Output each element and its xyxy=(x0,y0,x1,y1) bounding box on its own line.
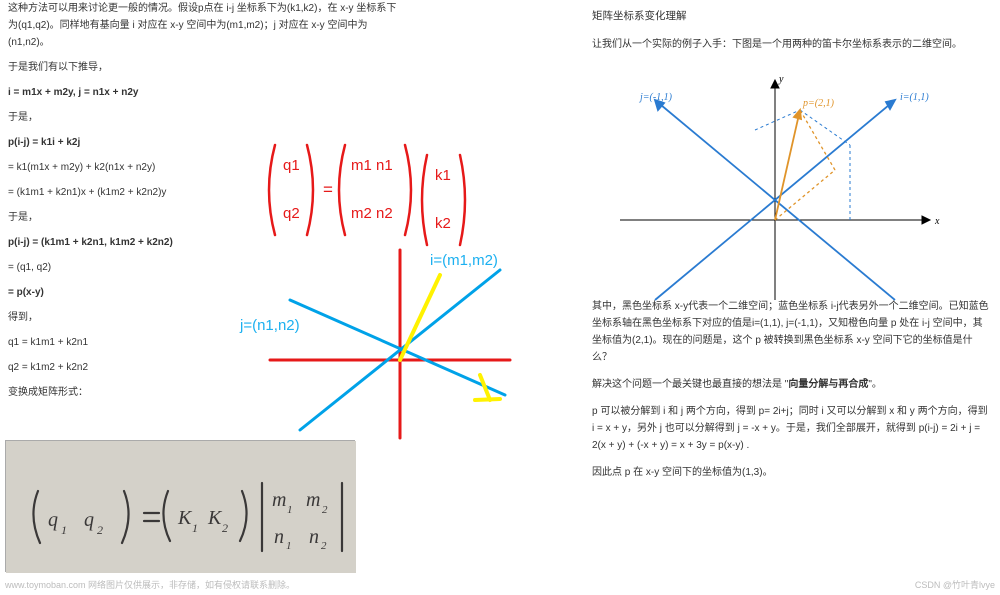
m-k1: k1 xyxy=(435,167,451,184)
svg-text:2: 2 xyxy=(97,523,103,537)
m-q1: q1 xyxy=(283,157,300,174)
svg-text:2: 2 xyxy=(321,540,327,552)
svg-text:2: 2 xyxy=(322,504,328,516)
eq: i = m1x + m2y, j = n1x + n2y xyxy=(8,84,398,101)
footer-note: www.toymoban.com 网络图片仅供展示，非存储，如有侵权请联系删除。 xyxy=(5,578,295,591)
para: 于是， xyxy=(8,109,398,126)
y-axis-label: y xyxy=(778,74,784,85)
para: 其中，黑色坐标系 x-y代表一个二维空间；蓝色坐标系 i-j代表另外一个二维空间… xyxy=(592,298,992,366)
handwritten-photo: q1 q2 K1 K2 m1 m2 n1 n2 xyxy=(5,440,355,572)
i-label: i=(m1,m2) xyxy=(430,252,498,269)
para: p 可以被分解到 i 和 j 两个方向，得到 p= 2i+j；同时 i 又可以分… xyxy=(592,403,992,454)
para: 这种方法可以用来讨论更一般的情况。假设p点在 i-j 坐标系下为(k1,k2)，… xyxy=(8,0,398,51)
footer-credit: CSDN @竹叶青lvye xyxy=(915,578,995,591)
m-eq: = xyxy=(323,180,333,199)
para: 因此点 p 在 x-y 空间下的坐标值为(1,3)。 xyxy=(592,464,992,481)
key-idea: 向量分解与再合成 xyxy=(788,379,868,390)
svg-text:1: 1 xyxy=(287,504,293,516)
svg-text:1: 1 xyxy=(61,523,67,537)
svg-text:n: n xyxy=(309,526,319,548)
m-row1: m1 n1 xyxy=(351,157,393,174)
m-q2: q2 xyxy=(283,205,300,222)
sketched-axes: i=(m1,m2) j=(n1,n2) xyxy=(230,240,520,440)
para: 让我们从一个实际的例子入手：下图是一个用两种的笛卡尔坐标系表示的二维空间。 xyxy=(592,36,992,53)
m-row2: m2 n2 xyxy=(351,205,393,222)
p-vec-label: p=(2,1) xyxy=(802,98,835,109)
svg-text:K: K xyxy=(177,507,193,529)
svg-text:2: 2 xyxy=(222,521,228,535)
section-title: 矩阵坐标系变化理解 xyxy=(592,8,992,26)
x-axis-label: x xyxy=(934,216,940,227)
i-vec-label: i=(1,1) xyxy=(900,92,929,103)
text: 解决这个问题一个最关键也最直接的想法是 " xyxy=(592,379,788,390)
svg-text:q: q xyxy=(48,509,58,531)
para: 解决这个问题一个最关键也最直接的想法是 "向量分解与再合成"。 xyxy=(592,376,992,393)
svg-text:1: 1 xyxy=(286,540,292,552)
svg-text:K: K xyxy=(207,507,223,529)
para: 于是我们有以下推导， xyxy=(8,59,398,76)
svg-text:q: q xyxy=(84,509,94,531)
svg-text:m: m xyxy=(306,489,320,511)
text: "。 xyxy=(868,379,882,390)
matrix-annotation: q1 q2 = m1 n1 m2 n2 k1 k2 xyxy=(255,130,475,250)
j-label: j=(n1,n2) xyxy=(239,317,300,334)
svg-text:m: m xyxy=(272,489,286,511)
j-vec-label: j=(-1,1) xyxy=(638,92,673,103)
svg-text:1: 1 xyxy=(192,521,198,535)
m-k2: k2 xyxy=(435,215,451,232)
coord-diagram: x y i=(1,1) j=(-1,1) p=(2,1) xyxy=(600,70,950,305)
svg-text:n: n xyxy=(274,526,284,548)
